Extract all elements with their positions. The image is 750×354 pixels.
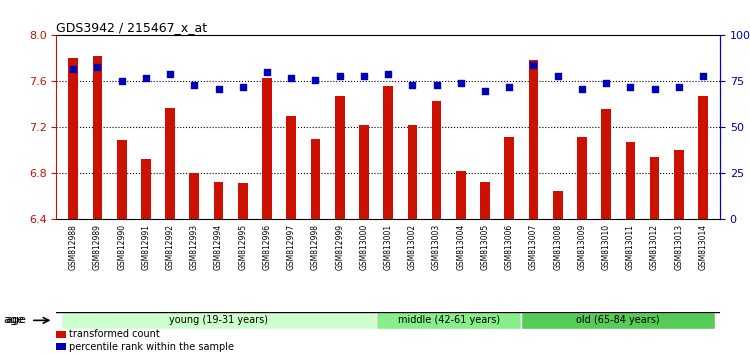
Text: GSM812996: GSM812996 [262, 224, 272, 270]
Text: GDS3942 / 215467_x_at: GDS3942 / 215467_x_at [56, 21, 207, 34]
Point [479, 88, 491, 93]
Point [576, 86, 588, 92]
Bar [334, 96, 344, 219]
Text: GSM813011: GSM813011 [626, 224, 634, 270]
Bar [529, 59, 538, 219]
Bar [238, 183, 248, 219]
Point [116, 79, 128, 84]
Text: GSM812988: GSM812988 [69, 224, 78, 270]
Point [285, 75, 297, 81]
Bar [56, 331, 66, 338]
Bar [626, 142, 635, 219]
Point [406, 82, 418, 88]
Bar [432, 101, 442, 219]
Bar [456, 171, 466, 219]
Point [68, 66, 80, 72]
Text: percentile rank within the sample: percentile rank within the sample [69, 342, 234, 352]
Text: GSM813007: GSM813007 [529, 224, 538, 270]
Text: GSM812993: GSM812993 [190, 224, 199, 270]
Text: GSM813002: GSM813002 [408, 224, 417, 270]
Bar [674, 150, 684, 219]
Bar [141, 159, 151, 219]
Text: GSM813001: GSM813001 [383, 224, 393, 270]
Text: GSM812992: GSM812992 [166, 224, 175, 270]
Point [673, 84, 685, 90]
Point [261, 69, 273, 75]
Bar [56, 343, 66, 350]
Bar [214, 182, 223, 219]
Point [649, 86, 661, 92]
Text: GSM813014: GSM813014 [698, 224, 707, 270]
Text: GSM812991: GSM812991 [142, 224, 151, 270]
Text: GSM813003: GSM813003 [432, 224, 441, 270]
Text: GSM813009: GSM813009 [578, 224, 586, 270]
Bar [521, 312, 716, 329]
Point [164, 71, 176, 77]
Bar [480, 182, 490, 219]
Text: GSM813005: GSM813005 [481, 224, 490, 270]
Bar [650, 157, 659, 219]
Text: GSM812995: GSM812995 [238, 224, 248, 270]
Text: GSM812994: GSM812994 [214, 224, 223, 270]
Bar [165, 108, 175, 219]
Point [624, 84, 636, 90]
Bar [553, 191, 562, 219]
Point [600, 80, 612, 86]
Text: GSM812989: GSM812989 [93, 224, 102, 270]
Point [237, 84, 249, 90]
Point [212, 86, 224, 92]
Point [358, 73, 370, 79]
Text: middle (42-61 years): middle (42-61 years) [398, 315, 500, 325]
Text: GSM812990: GSM812990 [117, 224, 126, 270]
Bar [61, 312, 376, 329]
Point [92, 64, 104, 69]
Bar [117, 140, 127, 219]
Text: young (19-31 years): young (19-31 years) [169, 315, 268, 325]
Bar [602, 109, 611, 219]
Text: GSM813013: GSM813013 [674, 224, 683, 270]
Bar [577, 137, 586, 219]
Bar [376, 312, 521, 329]
Bar [92, 56, 102, 219]
Point [310, 77, 322, 82]
Bar [68, 58, 78, 219]
Text: age: age [6, 315, 26, 325]
Text: GSM813004: GSM813004 [456, 224, 465, 270]
Point [552, 73, 564, 79]
Point [697, 73, 709, 79]
Text: GSM812998: GSM812998 [311, 224, 320, 270]
Bar [310, 139, 320, 219]
Text: GSM812999: GSM812999 [335, 224, 344, 270]
Text: GSM813012: GSM813012 [650, 224, 659, 270]
Bar [407, 125, 417, 219]
Bar [262, 78, 272, 219]
Point [334, 73, 346, 79]
Point [188, 82, 200, 88]
Bar [359, 125, 369, 219]
Text: GSM813006: GSM813006 [505, 224, 514, 270]
Text: GSM813010: GSM813010 [602, 224, 610, 270]
Text: old (65-84 years): old (65-84 years) [577, 315, 660, 325]
Bar [383, 86, 393, 219]
Bar [190, 173, 200, 219]
Text: age: age [4, 315, 25, 325]
Text: GSM813000: GSM813000 [359, 224, 368, 270]
Bar [698, 96, 708, 219]
Bar [286, 116, 296, 219]
Point [430, 82, 442, 88]
Point [382, 71, 394, 77]
Text: GSM813008: GSM813008 [554, 224, 562, 270]
Point [454, 80, 466, 86]
Bar [505, 137, 514, 219]
Point [140, 75, 152, 81]
Point [503, 84, 515, 90]
Text: transformed count: transformed count [69, 330, 160, 339]
Text: GSM812997: GSM812997 [286, 224, 296, 270]
Point [527, 62, 539, 68]
